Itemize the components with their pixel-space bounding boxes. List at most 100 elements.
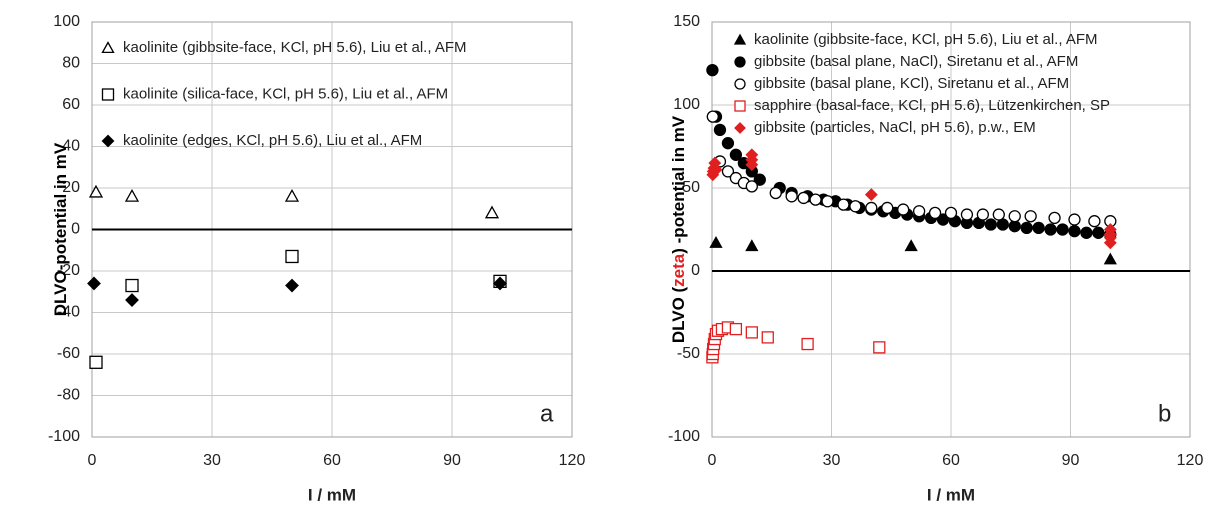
marker-circle [992,208,1005,221]
marker-circle [837,198,850,211]
marker-triangle [904,239,918,252]
legend-marker [734,78,746,90]
marker-triangle [88,184,104,198]
y-tick-label: 100 [53,13,80,30]
marker-circle [1088,215,1101,228]
legend-label: gibbsite (basal plane, KCl), Siretanu et… [754,75,1069,92]
legend-label: gibbsite (particles, NaCl, pH 5.6), p.w.… [754,119,1036,136]
legend-label: sapphire (basal-face, KCl, pH 5.6), Lütz… [754,97,1110,114]
marker-circle [729,148,743,161]
marker-diamond [864,188,878,202]
marker-diamond [125,293,139,307]
legend-marker [101,134,115,148]
y-tick-label: 60 [62,96,80,113]
marker-circle [797,191,810,205]
x-tick-label: 60 [323,452,341,469]
y-tick-label: -60 [57,345,80,362]
marker-circle [897,203,910,216]
x-tick-label: 0 [708,452,717,469]
marker-triangle [709,235,723,248]
y-tick-label: -20 [57,262,80,279]
x-tick-label: 30 [823,452,841,469]
marker-circle [721,137,735,150]
marker-circle [785,190,798,203]
marker-triangle [124,188,140,202]
x-axis-label: I / mM [927,485,975,504]
plot-frame [711,21,1191,438]
marker-circle [928,206,942,220]
panel-label: b [1158,400,1171,427]
marker-circle [1008,210,1021,223]
legend-marker [734,56,746,68]
marker-square [125,278,139,293]
marker-square [729,322,743,336]
marker-circle [865,201,878,215]
marker-circle [1048,211,1061,225]
y-tick-label: 50 [682,179,700,196]
y-tick-label: 100 [673,96,700,113]
marker-circle [1032,221,1045,234]
y-tick-label: 0 [71,221,80,238]
x-tick-label: 90 [1062,452,1080,469]
y-axis-label-part: DLVO-potential in mV [51,142,70,316]
y-tick-label: 20 [62,179,80,196]
marker-circle [1080,226,1093,239]
marker-diamond [745,158,759,172]
marker-circle [1092,226,1105,239]
legend-marker [101,88,115,101]
y-axis-label-part: ) -potential in mV [669,115,688,254]
marker-circle [944,206,958,220]
marker-diamond [87,276,101,291]
marker-square [745,326,758,339]
y-axis-label-part: DLVO ( [669,286,688,343]
legend-marker [734,122,746,134]
marker-circle [745,180,758,193]
y-tick-label: -100 [48,428,80,445]
x-tick-label: 60 [942,452,960,469]
legend-label: kaolinite (silica-face, KCl, pH 5.6), Li… [123,85,448,102]
marker-diamond [1103,236,1117,250]
marker-circle [706,110,719,123]
x-tick-label: 120 [1177,452,1204,469]
marker-circle [821,195,834,208]
marker-circle [1056,223,1069,236]
marker-circle [1068,213,1081,226]
marker-circle [912,205,926,218]
y-tick-label: 40 [62,138,80,155]
marker-square [89,355,103,369]
y-tick-label: 0 [691,262,700,279]
y-tick-label: -80 [57,387,80,404]
x-tick-label: 90 [443,452,461,469]
marker-square [285,249,299,264]
marker-circle [984,218,997,231]
y-tick-label: 80 [62,55,80,72]
marker-circle [721,165,735,178]
marker-diamond [493,276,507,291]
marker-square [761,331,774,344]
marker-circle [849,200,862,213]
panel-label: a [540,400,554,427]
x-tick-label: 30 [203,452,221,469]
x-axis-label: I / mM [308,485,356,504]
marker-diamond [709,163,723,177]
marker-circle [809,193,822,206]
marker-triangle [484,205,500,219]
legend-marker [734,100,746,112]
marker-circle [1068,225,1081,238]
marker-square [873,341,886,354]
marker-circle [706,63,719,77]
x-tick-label: 0 [88,452,97,469]
marker-circle [713,123,727,137]
y-tick-label: -50 [677,345,700,362]
x-tick-label: 120 [559,452,586,469]
marker-circle [769,186,782,200]
y-axis-label: DLVO-potential in mV [51,142,70,316]
marker-circle [1020,221,1033,234]
y-axis-label-part: zeta [669,253,688,287]
legend-label: kaolinite (gibbsite-face, KCl, pH 5.6), … [754,31,1097,48]
y-tick-label: -100 [668,428,700,445]
marker-triangle [745,239,759,252]
marker-square [801,337,814,351]
